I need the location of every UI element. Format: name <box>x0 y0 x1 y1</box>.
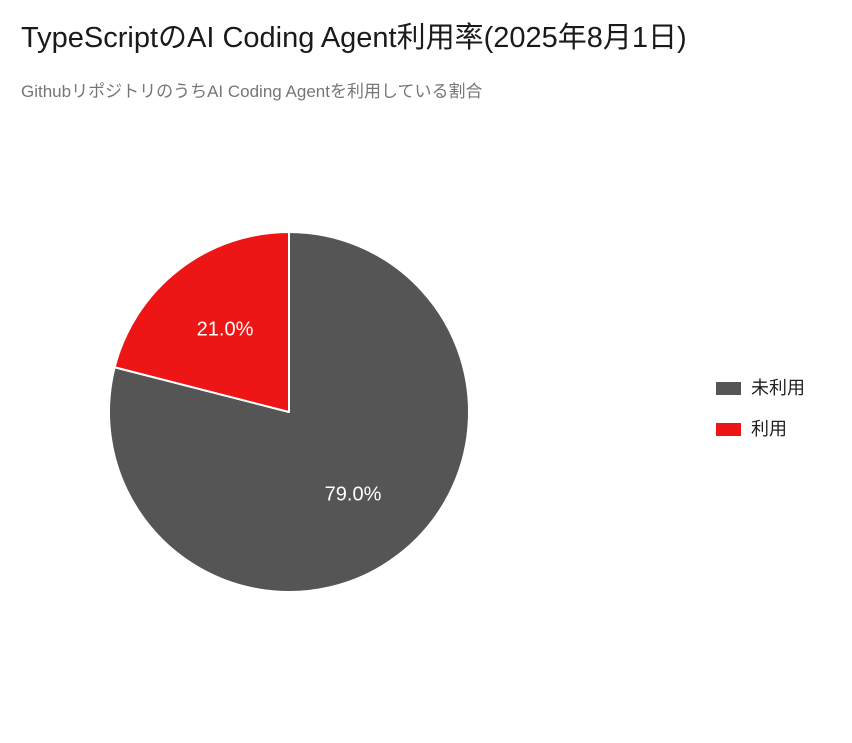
pie-slice-1 <box>113 231 290 413</box>
legend-label: 利用 <box>751 419 787 439</box>
legend-item-0: 未利用 <box>716 378 805 398</box>
pie-chart: 79.0% 21.0% <box>108 231 470 593</box>
pie-percent-label-0: 79.0% <box>325 484 382 506</box>
chart-title: TypeScriptのAI Coding Agent利用率(2025年8月1日) <box>21 22 687 54</box>
legend-label: 未利用 <box>751 378 805 398</box>
chart-subtitle: GithubリポジトリのうちAI Coding Agentを利用している割合 <box>21 82 483 101</box>
legend-swatch-icon <box>716 422 741 436</box>
pie-percent-label-1: 21.0% <box>197 319 254 341</box>
legend-item-1: 利用 <box>716 419 805 439</box>
legend-swatch-icon <box>716 381 741 395</box>
pie-slice-0 <box>108 231 470 593</box>
chart-legend: 未利用 利用 <box>716 378 805 439</box>
